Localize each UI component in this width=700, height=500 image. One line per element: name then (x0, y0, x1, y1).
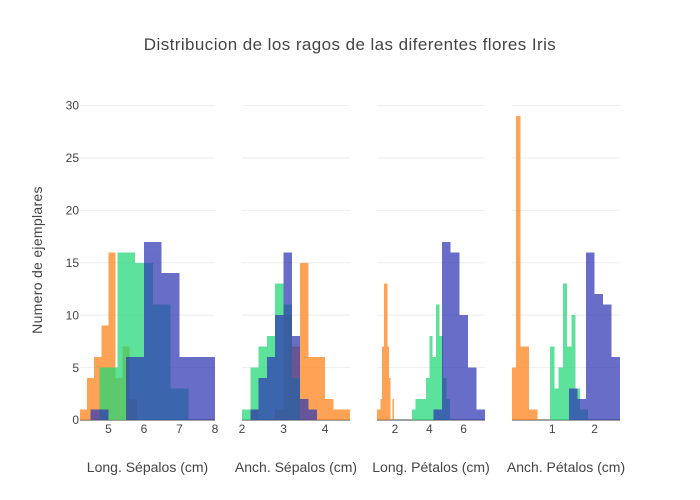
svg-text:7: 7 (176, 422, 183, 436)
svg-text:Anch. Pétalos (cm): Anch. Pétalos (cm) (507, 459, 625, 475)
svg-text:5: 5 (105, 422, 112, 436)
svg-text:2: 2 (239, 422, 246, 436)
svg-text:20: 20 (66, 204, 80, 218)
svg-text:30: 30 (66, 99, 80, 113)
svg-text:25: 25 (66, 151, 80, 165)
svg-text:Distribucion de los ragos de l: Distribucion de los ragos de las diferen… (144, 35, 556, 54)
svg-text:1: 1 (549, 422, 556, 436)
svg-text:5: 5 (72, 361, 79, 375)
svg-text:Long. Sépalos (cm): Long. Sépalos (cm) (87, 459, 208, 475)
svg-text:4: 4 (322, 422, 329, 436)
svg-text:10: 10 (66, 308, 80, 322)
svg-text:0: 0 (72, 413, 79, 427)
svg-text:2: 2 (591, 422, 598, 436)
svg-text:Numero de ejemplares: Numero de ejemplares (29, 186, 45, 334)
svg-text:2: 2 (392, 422, 399, 436)
svg-text:6: 6 (460, 422, 467, 436)
svg-text:Long. Pétalos (cm): Long. Pétalos (cm) (372, 459, 490, 475)
svg-text:3: 3 (280, 422, 287, 436)
svg-text:8: 8 (212, 422, 219, 436)
svg-text:6: 6 (141, 422, 148, 436)
svg-text:Anch. Sépalos (cm): Anch. Sépalos (cm) (235, 459, 357, 475)
svg-text:4: 4 (426, 422, 433, 436)
svg-text:15: 15 (66, 256, 80, 270)
